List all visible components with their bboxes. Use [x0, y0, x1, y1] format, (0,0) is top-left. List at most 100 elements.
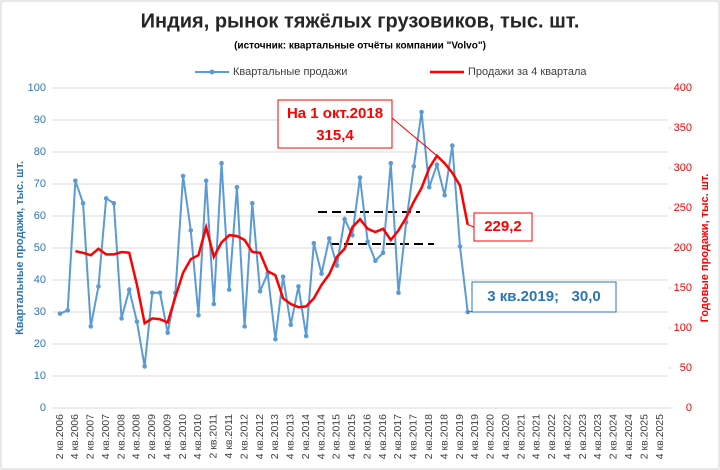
data-point — [96, 284, 101, 289]
x-tick-label: 2 кв.2024 — [608, 414, 620, 459]
data-point — [234, 184, 240, 190]
x-tick-label: 2 кв.2011 — [208, 414, 220, 459]
data-point — [419, 109, 424, 115]
data-point — [119, 316, 124, 321]
annotation: 3 кв.2019; 30,0 — [487, 288, 600, 305]
y2-tick-label: 50 — [680, 362, 692, 374]
x-tick-label: 2 кв.2025 — [638, 414, 650, 459]
y-tick-label: 30 — [34, 306, 46, 318]
y2-tick-label: 300 — [674, 162, 692, 174]
x-tick-label: 4 кв.2007 — [100, 414, 112, 459]
x-tick-label: 4 кв.2022 — [561, 414, 573, 459]
data-point — [203, 178, 209, 184]
series-line — [59, 111, 469, 367]
data-point — [111, 200, 117, 206]
data-point — [257, 288, 263, 294]
data-point — [142, 364, 147, 369]
x-tick-label: 4 кв.2012 — [254, 414, 266, 459]
data-point — [250, 200, 255, 206]
legend-label: Квартальные продажи — [233, 66, 347, 78]
x-tick-label: 4 кв.2009 — [161, 414, 173, 459]
x-tick-label: 2 кв.2018 — [423, 414, 435, 459]
data-point — [65, 308, 70, 313]
data-point — [411, 164, 417, 169]
y-tick-label: 20 — [34, 338, 46, 350]
data-point — [357, 175, 363, 180]
annotation: 229,2 — [484, 218, 522, 235]
annotation-leader — [391, 117, 438, 157]
x-tick-label: 2 кв.2022 — [546, 414, 558, 459]
y-tick-label: 50 — [34, 242, 46, 254]
annotation-box — [471, 281, 617, 313]
x-tick-label: 2 кв.2013 — [269, 414, 281, 459]
data-point — [396, 290, 401, 296]
x-tick-label: 2 кв.2016 — [361, 414, 373, 459]
data-point — [188, 228, 194, 233]
y2-tick-label: 400 — [674, 82, 692, 94]
series-line — [75, 153, 469, 326]
data-point — [57, 311, 63, 316]
data-point — [157, 290, 163, 296]
data-point — [126, 287, 132, 292]
data-point — [180, 173, 186, 179]
data-point — [388, 160, 394, 166]
data-point — [288, 322, 294, 328]
data-point — [450, 143, 455, 148]
data-point — [196, 312, 201, 318]
data-point — [311, 240, 317, 246]
y-tick-label: 10 — [34, 370, 46, 382]
data-point — [103, 196, 109, 201]
data-point — [88, 324, 94, 329]
x-tick-label: 4 кв.2019 — [469, 414, 481, 459]
data-point — [150, 290, 155, 296]
x-tick-label: 4 кв.2014 — [315, 414, 327, 459]
y-tick-label: 80 — [34, 146, 46, 158]
x-tick-label: 4 кв.2017 — [408, 414, 420, 459]
x-tick-label: 4 кв.2008 — [131, 414, 143, 459]
y-tick-label: 0 — [40, 402, 46, 414]
y2-tick-label: 100 — [674, 322, 692, 334]
y-tick-label: 90 — [34, 114, 46, 126]
data-point — [273, 336, 278, 342]
annotation-leader — [467, 224, 475, 228]
x-tick-label: 2 кв.2021 — [515, 414, 527, 459]
data-point — [457, 244, 463, 249]
x-tick-label: 2 кв.2006 — [54, 414, 66, 459]
y-tick-label: 40 — [34, 274, 46, 286]
data-point — [434, 162, 440, 168]
x-tick-label: 2 кв.2019 — [454, 414, 466, 459]
x-tick-label: 4 кв.2015 — [346, 414, 358, 459]
x-tick-label: 2 кв.2009 — [146, 414, 158, 459]
data-point — [342, 216, 347, 222]
x-tick-label: 2 кв.2010 — [177, 414, 189, 459]
y2-axis-title: Годовые продажи, тыс. шт. — [699, 174, 711, 323]
data-point — [134, 319, 140, 324]
data-point — [373, 258, 378, 264]
data-point — [73, 178, 78, 184]
x-tick-label: 2 кв.2017 — [392, 414, 404, 459]
y2-tick-label: 200 — [674, 242, 692, 254]
legend-marker — [209, 69, 215, 75]
y2-tick-label: 150 — [674, 282, 692, 294]
y-tick-label: 100 — [28, 82, 46, 94]
legend-label: Продажи за 4 квартала — [468, 66, 587, 78]
annotation-box — [473, 212, 533, 242]
data-point — [226, 287, 232, 292]
x-tick-label: 2 кв.2014 — [300, 414, 312, 459]
chart-subtitle: (источник: квартальные отчёты компании "… — [234, 41, 486, 52]
y2-tick-label: 0 — [686, 402, 692, 414]
x-tick-label: 4 кв.2018 — [438, 414, 450, 459]
y-tick-label: 70 — [34, 178, 46, 190]
annotation-box — [277, 99, 393, 149]
annotation: На 1 окт.2018 — [287, 105, 383, 122]
data-point — [219, 160, 224, 166]
data-point — [211, 301, 217, 307]
y2-tick-label: 250 — [674, 202, 692, 214]
y-axis-title: Квартальные продажи, тыс. шт. — [14, 161, 26, 335]
data-point — [80, 200, 86, 206]
data-point — [365, 239, 370, 244]
data-point — [442, 192, 447, 198]
chart-title: Индия, рынок тяжёлых грузовиков, тыс. шт… — [141, 10, 580, 32]
data-point — [319, 271, 324, 276]
